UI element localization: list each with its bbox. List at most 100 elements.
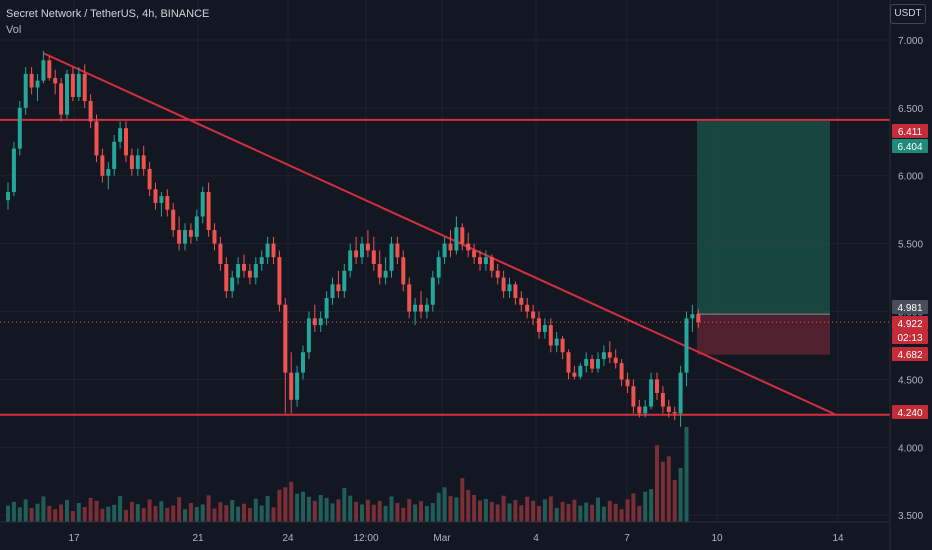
candle-body — [596, 359, 600, 369]
candle-body — [318, 318, 323, 326]
candle-body — [354, 250, 359, 258]
candle-body — [65, 73, 69, 115]
candle-body — [448, 243, 453, 251]
volume-bar — [672, 479, 677, 522]
profit-target-zone[interactable] — [697, 120, 830, 315]
candle-body — [537, 318, 541, 332]
volume-bar — [519, 505, 524, 522]
candle-body — [277, 257, 282, 305]
volume-bar — [253, 498, 258, 522]
candle-body — [159, 196, 164, 203]
candle-body — [141, 155, 146, 169]
volume-bar — [448, 496, 453, 522]
volume-bar — [649, 489, 654, 522]
candle-body — [218, 243, 223, 264]
candle-body — [548, 325, 553, 346]
candle-body — [88, 101, 93, 122]
volume-bar — [660, 461, 665, 522]
volume-bar — [100, 508, 105, 522]
volume-bar — [584, 502, 589, 522]
volume-bar — [507, 503, 512, 522]
candle-body — [513, 284, 518, 298]
candle-body — [690, 314, 695, 319]
candle-body — [6, 192, 10, 201]
volume-bar — [383, 505, 388, 522]
candle-body — [684, 318, 689, 373]
volume-bar — [295, 493, 300, 522]
volume-bar — [177, 497, 182, 522]
candle-body — [625, 379, 630, 387]
price-label-box — [892, 300, 928, 314]
candle-body — [643, 406, 648, 414]
candle-body — [542, 325, 547, 332]
volume-bar — [365, 499, 370, 522]
x-tick-label: 14 — [832, 533, 844, 544]
candle-body — [407, 284, 412, 312]
price-label-box — [892, 316, 928, 330]
volume-bar — [17, 507, 22, 522]
volume-bar — [35, 503, 40, 522]
y-tick-label: 3.500 — [898, 511, 923, 522]
volume-bar — [106, 506, 111, 522]
candle-body — [206, 192, 211, 231]
candle-body — [336, 284, 341, 292]
candle-body — [100, 155, 105, 176]
volume-bar — [578, 505, 583, 522]
candle-body — [230, 277, 235, 292]
volume-bar — [47, 505, 52, 522]
volume-bar — [224, 505, 229, 522]
candle-body — [419, 304, 423, 312]
currency-button[interactable]: USDT — [890, 4, 926, 24]
volume-indicator-label[interactable]: Vol — [6, 24, 22, 36]
candle-body — [525, 304, 530, 312]
volume-bar — [531, 500, 536, 522]
candle-body — [365, 243, 370, 251]
volume-bar — [312, 500, 317, 522]
trendline[interactable] — [43, 52, 837, 416]
candle-body — [649, 379, 654, 407]
symbol-title[interactable]: Secret Network / TetherUS, 4h, BINANCE — [6, 8, 210, 20]
price-label: 4.682 — [897, 350, 922, 361]
volume-bar — [147, 499, 152, 522]
candle-body — [171, 209, 176, 231]
candle-body — [501, 277, 506, 292]
candle-body — [312, 318, 317, 326]
stop-loss-zone[interactable] — [697, 314, 830, 355]
y-tick-label: 5.500 — [898, 240, 923, 251]
volume-bar — [82, 507, 87, 522]
volume-bar — [407, 498, 412, 522]
candle-body — [330, 284, 335, 298]
volume-bar — [537, 505, 541, 522]
candle-body — [483, 257, 488, 264]
volume-bar — [436, 492, 441, 522]
volume-bar — [230, 500, 235, 522]
volume-bar — [560, 501, 565, 522]
candle-body — [442, 243, 447, 258]
candle-body — [584, 359, 589, 366]
volume-bar — [129, 501, 134, 522]
volume-bar — [65, 500, 69, 522]
volume-bar — [637, 505, 642, 522]
candle-body — [460, 227, 465, 244]
candle-body — [519, 297, 524, 305]
volume-bar — [666, 456, 671, 522]
price-label-box — [892, 347, 928, 361]
candle-body — [678, 372, 683, 414]
volume-bar — [194, 507, 199, 522]
volume-bar — [236, 506, 241, 522]
y-tick-label: 4.000 — [898, 443, 923, 454]
x-tick-label: 17 — [68, 533, 80, 544]
x-tick-label: 12:00 — [353, 533, 378, 544]
volume-bar — [118, 496, 123, 522]
volume-bar — [23, 499, 28, 522]
x-tick-label: 10 — [711, 533, 723, 544]
volume-bar — [259, 505, 264, 522]
volume-bar — [53, 509, 58, 522]
price-axis[interactable] — [890, 0, 932, 550]
volume-bar — [41, 496, 46, 522]
volume-bar — [619, 509, 624, 522]
price-label: 6.411 — [898, 127, 923, 138]
volume-bar — [613, 503, 618, 522]
volume-bar — [566, 504, 571, 522]
